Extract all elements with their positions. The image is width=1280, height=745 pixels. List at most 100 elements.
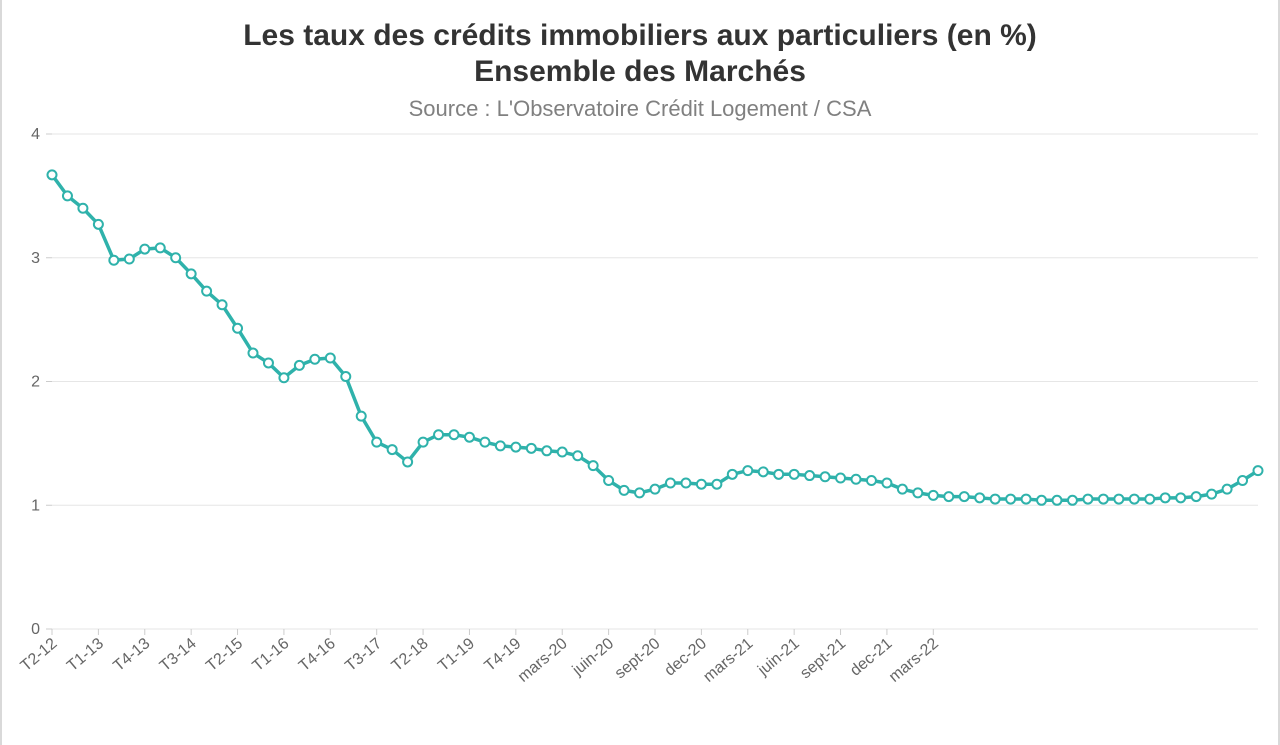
data-point <box>527 444 536 453</box>
data-point <box>1223 485 1232 494</box>
data-point <box>480 438 489 447</box>
data-point <box>991 495 1000 504</box>
data-point <box>1130 495 1139 504</box>
data-point <box>63 191 72 200</box>
data-point <box>635 488 644 497</box>
data-point <box>1192 492 1201 501</box>
data-point <box>821 472 830 481</box>
data-point <box>728 470 737 479</box>
data-point <box>558 448 567 457</box>
x-axis-label: T1-13 <box>64 635 107 675</box>
data-point <box>666 478 675 487</box>
x-axis-label: T2-15 <box>203 635 246 675</box>
data-point <box>1099 495 1108 504</box>
data-point <box>960 492 969 501</box>
data-point <box>1114 495 1123 504</box>
data-point <box>357 412 366 421</box>
data-point <box>743 466 752 475</box>
data-point <box>419 438 428 447</box>
y-axis-label: 0 <box>31 621 40 638</box>
data-point <box>1068 496 1077 505</box>
data-point <box>434 430 443 439</box>
data-point <box>604 476 613 485</box>
y-axis-label: 4 <box>31 126 40 143</box>
data-point <box>620 486 629 495</box>
x-axis-label: T3-17 <box>342 635 385 675</box>
data-point <box>573 451 582 460</box>
data-point <box>1022 495 1031 504</box>
data-point <box>125 254 134 263</box>
data-point <box>913 488 922 497</box>
data-point <box>589 461 598 470</box>
data-point <box>774 470 783 479</box>
data-point <box>249 349 258 358</box>
data-point <box>882 478 891 487</box>
data-point <box>450 430 459 439</box>
data-point <box>1145 495 1154 504</box>
data-point <box>233 324 242 333</box>
data-point <box>140 245 149 254</box>
data-point <box>697 480 706 489</box>
data-point <box>1037 496 1046 505</box>
data-point <box>156 243 165 252</box>
x-axis-label: mars-21 <box>700 635 756 686</box>
data-point <box>109 256 118 265</box>
line-chart: 01234T2-12T1-13T4-13T3-14T2-15T1-16T4-16… <box>2 122 1278 722</box>
data-point <box>1006 495 1015 504</box>
data-point <box>279 373 288 382</box>
title-line-1: Les taux des crédits immobiliers aux par… <box>243 19 1037 52</box>
data-point <box>187 269 196 278</box>
data-point <box>326 353 335 362</box>
data-point <box>929 491 938 500</box>
y-axis-label: 1 <box>31 497 40 514</box>
data-point <box>836 474 845 483</box>
data-point <box>264 358 273 367</box>
data-point <box>295 361 304 370</box>
data-point <box>310 355 319 364</box>
data-point <box>712 480 721 489</box>
data-point <box>867 476 876 485</box>
data-point <box>1161 493 1170 502</box>
x-axis-label: juin-20 <box>569 635 618 680</box>
data-point <box>681 478 690 487</box>
x-axis-label: T1-19 <box>435 635 478 675</box>
data-point <box>1083 495 1092 504</box>
data-point <box>94 220 103 229</box>
x-axis-label: T2-12 <box>18 635 61 675</box>
data-point <box>1207 490 1216 499</box>
data-point <box>372 438 381 447</box>
data-point <box>511 443 520 452</box>
x-axis-label: mars-20 <box>515 635 571 686</box>
data-point <box>542 446 551 455</box>
data-point <box>1176 493 1185 502</box>
chart-frame: Les taux des crédits immobiliers aux par… <box>0 0 1280 745</box>
y-axis-label: 2 <box>31 374 40 391</box>
data-point <box>403 457 412 466</box>
x-axis-label: T3-14 <box>157 635 200 675</box>
data-point <box>1238 476 1247 485</box>
x-axis-label: mars-22 <box>886 635 942 686</box>
data-point <box>341 372 350 381</box>
data-point <box>78 204 87 213</box>
data-point <box>852 475 861 484</box>
data-point <box>171 253 180 262</box>
data-point <box>759 467 768 476</box>
series-line <box>52 175 1258 500</box>
data-point <box>48 170 57 179</box>
data-point <box>388 445 397 454</box>
x-axis-label: sept-20 <box>612 635 664 682</box>
chart-title: Les taux des crédits immobiliers aux par… <box>2 0 1278 90</box>
data-point <box>805 471 814 480</box>
data-point <box>651 485 660 494</box>
chart-subtitle: Source : L'Observatoire Crédit Logement … <box>2 96 1278 122</box>
data-point <box>898 485 907 494</box>
data-point <box>218 300 227 309</box>
x-axis-label: T1-16 <box>250 635 293 675</box>
data-point <box>944 492 953 501</box>
data-point <box>496 441 505 450</box>
data-point <box>975 493 984 502</box>
y-axis-label: 3 <box>31 250 40 267</box>
data-point <box>1053 496 1062 505</box>
data-point <box>202 287 211 296</box>
x-axis-label: T2-18 <box>389 635 432 675</box>
